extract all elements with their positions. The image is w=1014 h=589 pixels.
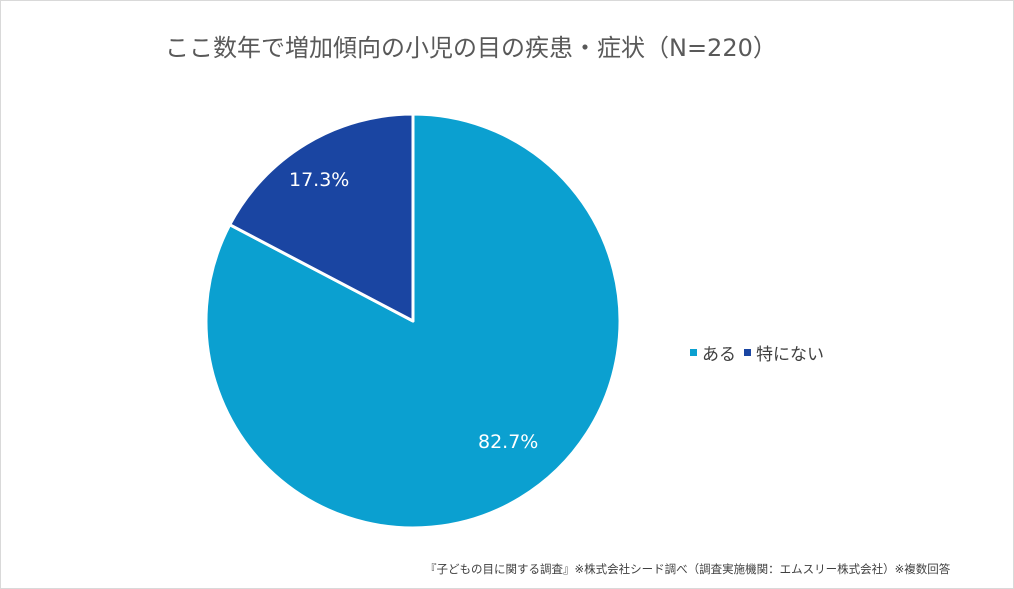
- source-note: 『子どもの目に関する調査』※株式会社シード調べ（調査実施機関：エムスリー株式会社…: [425, 562, 951, 576]
- legend-item-tokuninai: 特にない: [744, 340, 824, 365]
- legend: ある 特にない: [690, 340, 832, 365]
- legend-swatch-tokuninai: [744, 349, 751, 356]
- pie-slice-1: [228, 112, 415, 323]
- slice-label-tokuninai: 17.3%: [289, 169, 350, 191]
- legend-label-tokuninai: 特にない: [756, 345, 824, 365]
- legend-item-aru: ある: [690, 340, 736, 365]
- legend-label-aru: ある: [702, 345, 736, 365]
- chart-title: ここ数年で増加傾向の小児の目の疾患・症状（N=220）: [165, 34, 777, 62]
- legend-swatch-aru: [690, 349, 697, 356]
- slice-label-aru: 82.7%: [478, 431, 539, 453]
